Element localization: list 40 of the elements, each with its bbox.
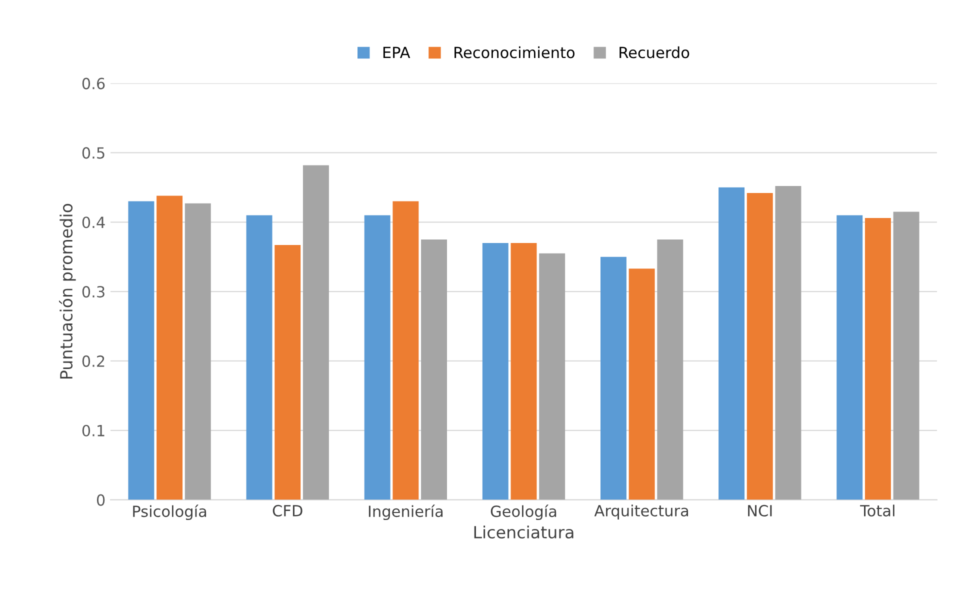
x-tick-label: Geología — [490, 504, 556, 520]
bar — [539, 253, 566, 500]
bar — [628, 268, 655, 500]
y-tick-label: 0.4 — [82, 216, 105, 228]
legend-label: EPA — [383, 46, 410, 58]
bar — [836, 215, 863, 500]
legend-label: Reconocimiento — [454, 46, 575, 58]
bar — [600, 256, 626, 500]
bar — [302, 165, 329, 500]
x-tick-label: Ingeniería — [368, 504, 443, 520]
y-tick-label: 0 — [96, 494, 105, 506]
y-tick-label: 0.5 — [82, 147, 104, 159]
x-axis-title: Licenciatura — [474, 526, 574, 539]
bar — [364, 215, 390, 500]
bar — [864, 218, 891, 500]
bar — [156, 196, 183, 500]
bar — [246, 215, 272, 500]
bar — [893, 212, 920, 500]
y-tick-label: 0.2 — [82, 355, 104, 367]
bar — [718, 187, 745, 500]
x-tick-label: Psicología — [133, 504, 206, 520]
bar — [482, 242, 508, 500]
bar — [392, 201, 419, 500]
bar — [775, 186, 802, 500]
x-tick-label: Total — [860, 504, 894, 516]
y-tick-label: 0.1 — [82, 424, 104, 436]
x-tick-label: CFD — [272, 504, 302, 516]
bar — [184, 203, 211, 500]
bar — [128, 201, 154, 500]
y-tick-label: 0.6 — [82, 78, 105, 90]
x-tick-label: NCI — [748, 504, 772, 516]
bar — [510, 242, 537, 500]
bar — [746, 192, 773, 500]
x-tick-label: Arquitectura — [594, 504, 688, 520]
bar — [657, 239, 684, 500]
legend-label: Recuerdo — [620, 46, 690, 58]
bar — [421, 239, 447, 500]
y-tick-label: 0.3 — [82, 286, 104, 298]
y-axis-title: Puntuación promedio — [59, 204, 76, 379]
bar — [274, 245, 301, 500]
